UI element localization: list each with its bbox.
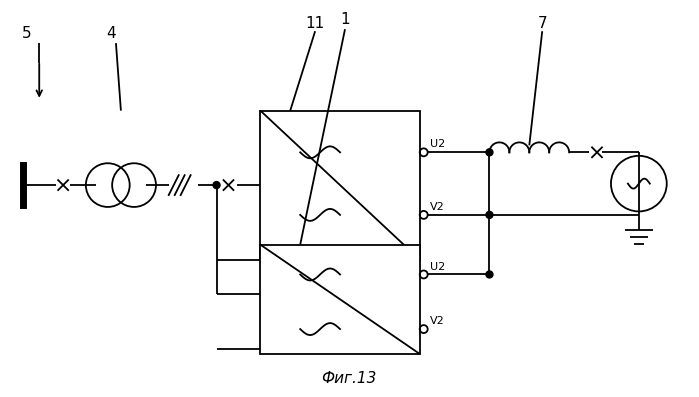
Circle shape [213, 181, 220, 189]
Text: Фиг.13: Фиг.13 [322, 371, 377, 386]
Text: 5: 5 [22, 26, 31, 40]
Bar [260, 111, 419, 260]
Circle shape [486, 271, 493, 278]
Bar [260, 245, 419, 354]
Circle shape [486, 212, 493, 218]
Text: 7: 7 [538, 16, 547, 31]
Text: U2: U2 [430, 262, 445, 272]
Text: 11: 11 [305, 16, 325, 31]
Text: V2: V2 [430, 316, 445, 326]
Text: 1: 1 [340, 12, 350, 27]
Text: 4: 4 [106, 26, 116, 40]
Text: U2: U2 [430, 139, 445, 149]
Circle shape [486, 149, 493, 156]
Text: V2: V2 [430, 202, 445, 212]
